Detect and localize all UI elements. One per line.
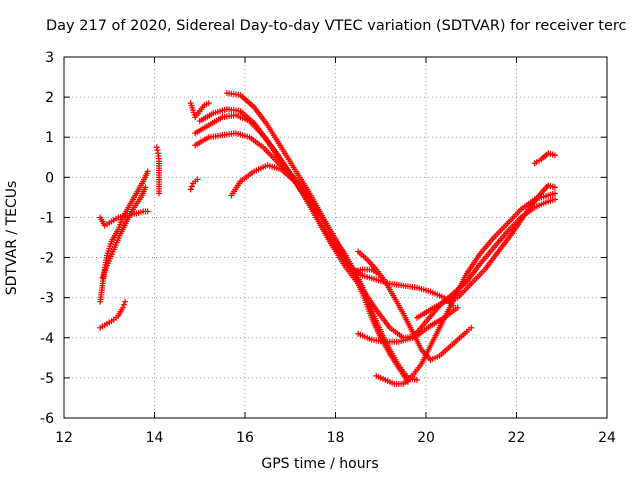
series-track-j [196,106,457,309]
plot-frame [63,56,608,419]
series-track-a [97,298,129,331]
data-point [119,304,126,311]
data-point [551,190,558,197]
data-point [142,184,149,191]
x-tick-label: 18 [327,430,345,446]
y-tick-label: -5 [40,371,54,387]
series-track-l [228,162,384,279]
x-axis-label: GPS time / hours [261,456,379,472]
y-tick-label: 3 [45,50,54,66]
series-track-q [531,150,558,167]
y-tick-label: 2 [45,90,54,106]
x-tick-label: 20 [417,430,435,446]
y-tick-label: -1 [40,210,54,226]
y-tick-label: -4 [40,331,54,347]
data-point [187,186,194,193]
x-tick-label: 14 [146,430,164,446]
data-point [194,176,201,183]
chart-title: Day 217 of 2020, Sidereal Day-to-day VTE… [46,18,627,34]
data-point [122,298,129,305]
x-tick-label: 24 [598,430,616,446]
series-track-p [413,182,558,321]
data-point [188,183,195,190]
series-track-e [153,144,163,197]
series-track-g [187,100,212,121]
data-point [144,208,151,215]
data-point [413,376,420,383]
data-point [205,100,212,107]
x-tick-label: 12 [55,430,73,446]
data-point [454,304,461,311]
data-point [551,184,558,191]
data-point [144,168,151,175]
data-point [154,147,161,154]
series-track-d [99,184,149,281]
axes [63,56,608,419]
y-tick-label: -6 [40,411,54,427]
y-tick-label: -3 [40,291,54,307]
x-tick-label: 22 [508,430,526,446]
x-tick-label: 16 [236,430,254,446]
series-track-c [97,208,151,229]
data-point [468,324,475,331]
data-point [153,144,160,151]
series-track-f [187,176,201,193]
data-points [97,90,558,387]
data-point [551,196,558,203]
y-tick-label: -2 [40,251,54,267]
data-point [120,301,127,308]
data-point [551,152,558,159]
data-point [156,190,163,197]
y-tick-label: 1 [45,130,54,146]
y-tick-label: 0 [45,170,54,186]
